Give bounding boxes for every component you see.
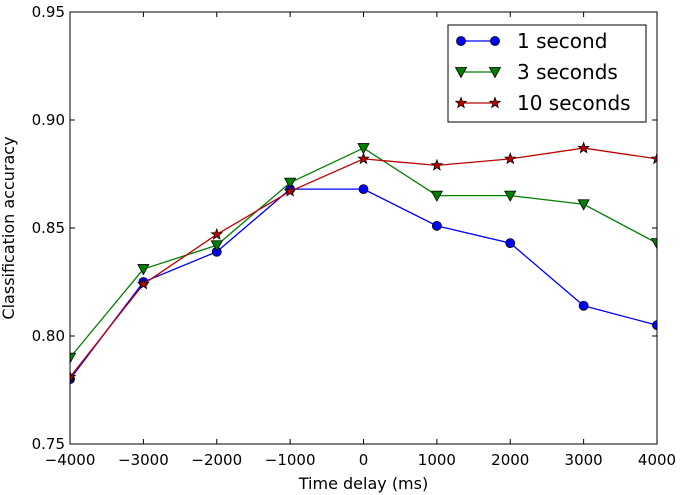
y-tick-label: 0.80 [32, 327, 65, 345]
legend-label-10-seconds: 10 seconds [517, 91, 631, 115]
data-point-10-seconds [283, 184, 297, 197]
x-tick-label: 3000 [565, 451, 603, 469]
y-tick-label: 0.90 [32, 111, 65, 129]
legend-label-1-second: 1 second [517, 29, 607, 53]
y-tick-label: 0.95 [32, 3, 65, 21]
series-line-3-seconds [70, 147, 657, 359]
legend-marker-10-seconds [454, 96, 468, 109]
x-tick-label: −4000 [45, 451, 96, 469]
legend-label-3-seconds: 3 seconds [517, 60, 618, 84]
data-point-10-seconds [577, 141, 590, 154]
y-tick-label: 0.85 [32, 219, 65, 237]
x-tick-label: 2000 [491, 451, 529, 469]
legend-marker-3-seconds [454, 67, 468, 79]
x-tick-label: 0 [359, 451, 369, 469]
data-point-3-seconds [650, 238, 657, 250]
x-axis-label: Time delay (ms) [298, 474, 428, 493]
data-point-1-second [578, 300, 589, 311]
data-point-10-seconds [503, 152, 517, 165]
x-tick-label: −1000 [265, 451, 316, 469]
data-point-10-seconds [70, 370, 77, 383]
data-point-3-seconds [283, 177, 297, 189]
series-line-1-second [70, 188, 657, 380]
legend-marker-1-second [456, 36, 466, 46]
data-point-10-seconds [430, 158, 444, 171]
plot-area [70, 141, 657, 385]
x-tick-label: 1000 [418, 451, 456, 469]
data-point-1-second [652, 320, 657, 331]
legend-marker-10-seconds [488, 96, 502, 109]
y-axis-label: Classification accuracy [0, 136, 18, 319]
data-point-10-seconds [210, 227, 224, 240]
data-point-1-second [358, 184, 369, 195]
x-tick-label: 4000 [638, 451, 676, 469]
series-line-10-seconds [70, 147, 657, 378]
data-point-3-seconds [577, 199, 590, 211]
data-point-3-seconds [137, 264, 150, 276]
x-tick-label: −3000 [118, 451, 169, 469]
data-point-3-seconds [357, 143, 370, 155]
data-point-1-second [505, 238, 516, 249]
series-group [70, 141, 657, 385]
axis-ticks: −4000 −3000 −2000 −1000 0 1000 2000 3000 4000 0.7… [32, 3, 677, 469]
x-tick-label: −2000 [191, 451, 242, 469]
legend-marker-3-seconds [488, 67, 502, 79]
data-point-10-seconds [137, 277, 150, 290]
legend: 1 second 3 seconds 10 seconds [447, 24, 647, 123]
data-point-3-seconds [430, 190, 444, 202]
data-point-3-seconds [504, 190, 517, 202]
data-point-10-seconds [650, 152, 657, 165]
data-point-1-second [431, 220, 442, 231]
data-point-3-seconds [70, 352, 77, 364]
data-point-3-seconds [210, 240, 223, 252]
y-tick-label: 0.75 [32, 435, 65, 453]
legend-marker-1-second [490, 36, 500, 46]
data-point-10-seconds [357, 152, 370, 165]
